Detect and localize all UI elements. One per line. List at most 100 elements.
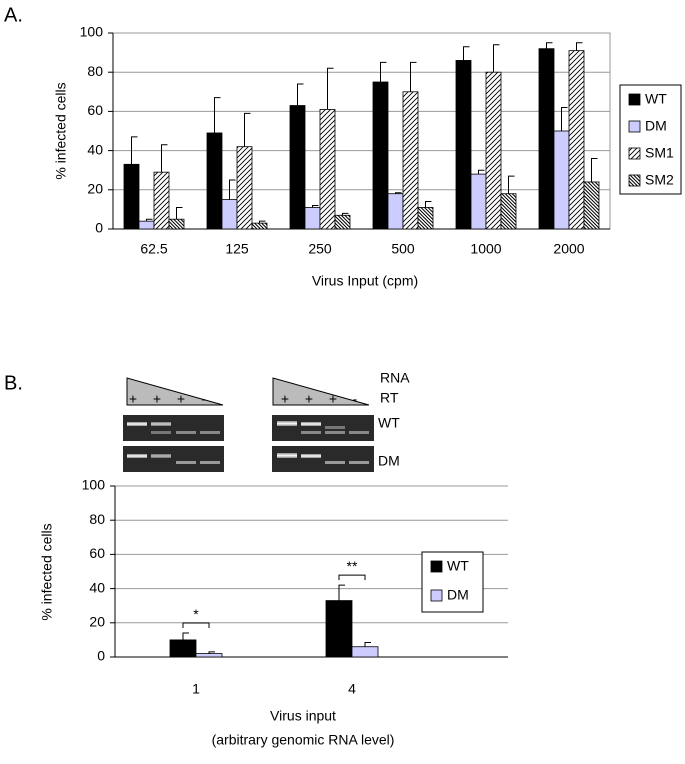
- rt-sign: +: [177, 391, 185, 407]
- bar: [206, 132, 223, 230]
- error-bar: [259, 220, 266, 224]
- bar: [553, 130, 570, 230]
- bar: [455, 60, 472, 230]
- legend-swatch: [430, 560, 443, 573]
- bar: [500, 193, 517, 230]
- legend-label: SM1: [645, 145, 674, 161]
- rt-sign: +: [153, 391, 161, 407]
- error-bar: [297, 83, 304, 106]
- x-tick-label: 250: [308, 241, 332, 257]
- legend-label: DM: [447, 587, 469, 603]
- y-tick-label: 80: [87, 63, 103, 79]
- bar: [169, 639, 197, 658]
- x-tick-label: 2000: [553, 241, 584, 257]
- error-bar: [493, 44, 500, 73]
- significance-label: *: [193, 606, 199, 622]
- error-bar: [591, 157, 598, 182]
- rt-sign: +: [305, 391, 313, 407]
- bar: [387, 193, 404, 230]
- x-tick-label: 125: [225, 241, 249, 257]
- y-tick-label: 60: [89, 545, 105, 561]
- bar: [417, 207, 434, 230]
- significance-bracket: [182, 622, 210, 629]
- error-bar: [146, 218, 153, 222]
- error-bar: [410, 61, 417, 92]
- rt-sign: -: [202, 391, 207, 407]
- error-bar: [364, 641, 371, 647]
- gel-row-label: WT: [378, 415, 400, 431]
- legend-swatch: [628, 120, 641, 133]
- significance-label: **: [347, 558, 358, 574]
- rt-sign: +: [129, 391, 137, 407]
- x-axis-title: Virus input: [270, 708, 336, 724]
- y-tick-label: 100: [80, 24, 104, 40]
- error-bar: [561, 106, 568, 131]
- significance-bracket: [338, 574, 366, 581]
- rt-sign: +: [329, 391, 337, 407]
- legend-label: DM: [645, 118, 667, 134]
- error-bar: [176, 206, 183, 220]
- bar: [485, 71, 502, 230]
- bar: [568, 50, 585, 230]
- bar: [334, 214, 351, 230]
- rt-sign: +: [281, 391, 289, 407]
- legend-label: WT: [447, 558, 469, 574]
- bar: [538, 48, 555, 230]
- rna-wedge: [272, 377, 370, 406]
- error-bar: [229, 179, 236, 200]
- error-bar: [395, 192, 402, 194]
- error-bar: [214, 97, 221, 133]
- y-axis-title: % infected cells: [39, 523, 55, 620]
- legend-swatch: [628, 174, 641, 187]
- bar: [236, 146, 253, 230]
- error-bar: [546, 42, 553, 49]
- error-bar: [131, 136, 138, 165]
- error-bar: [463, 46, 470, 61]
- error-bar: [208, 651, 215, 654]
- y-tick-label: 0: [97, 648, 105, 664]
- y-tick-label: 80: [89, 511, 105, 527]
- x-tick-label: 4: [348, 681, 356, 697]
- error-bar: [342, 212, 349, 216]
- rna-wedge: [126, 377, 224, 406]
- error-bar: [576, 42, 583, 51]
- bar: [168, 218, 185, 230]
- bar: [251, 222, 268, 230]
- bar: [221, 199, 238, 230]
- x-tick-label: 62.5: [140, 241, 167, 257]
- bar: [138, 220, 155, 230]
- error-bar: [327, 67, 334, 110]
- error-bar: [161, 144, 168, 173]
- gel-row-label: DM: [378, 453, 400, 469]
- error-bar: [338, 584, 345, 601]
- x-tick-label: 1: [192, 681, 200, 697]
- error-bar: [508, 175, 515, 194]
- y-tick-label: 100: [82, 477, 106, 493]
- bar: [351, 646, 379, 658]
- bar: [402, 91, 419, 230]
- bar: [470, 173, 487, 230]
- bar: [304, 207, 321, 230]
- bar: [319, 109, 336, 230]
- bar: [325, 600, 353, 658]
- gel-images: [123, 415, 374, 472]
- bar: [372, 81, 389, 230]
- legend-swatch: [628, 93, 641, 106]
- gel-label: RNA: [380, 370, 410, 386]
- gel-label: RT: [380, 390, 399, 406]
- legend-label: WT: [645, 91, 667, 107]
- x-axis-title: Virus Input (cpm): [312, 273, 418, 289]
- y-tick-label: 60: [87, 102, 103, 118]
- x-tick-label: 1000: [470, 241, 501, 257]
- panel-label: A.: [4, 4, 23, 26]
- error-bar: [478, 169, 485, 175]
- y-tick-label: 40: [89, 579, 105, 595]
- plot-frame: [112, 32, 611, 230]
- error-bar: [182, 632, 189, 640]
- y-axis-title: % infected cells: [53, 82, 69, 179]
- legend-swatch: [430, 589, 443, 602]
- legend-label: SM2: [645, 172, 674, 188]
- panel-label: B.: [4, 372, 23, 394]
- bar: [195, 653, 223, 658]
